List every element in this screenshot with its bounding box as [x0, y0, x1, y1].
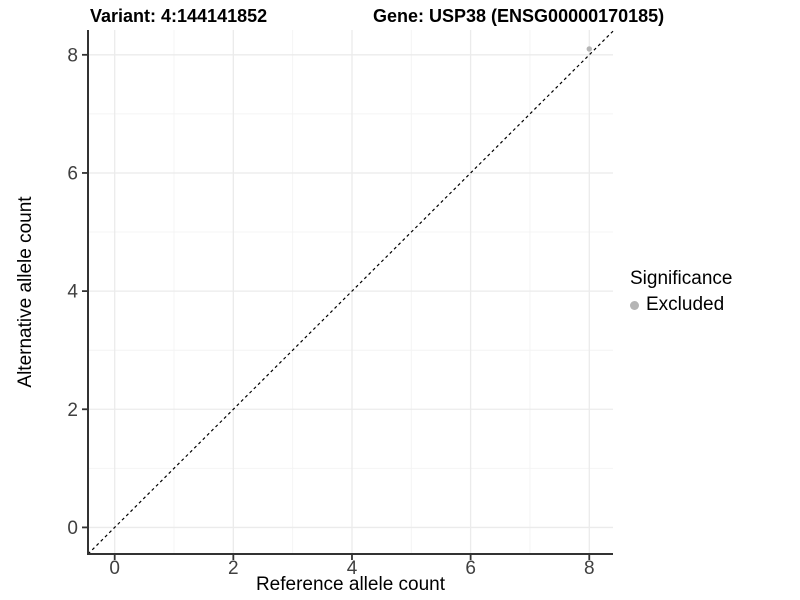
x-tick-label: 4 [347, 558, 358, 579]
y-axis-title: Alternative allele count [15, 196, 36, 388]
data-point-excluded [586, 46, 592, 52]
y-tick-label: 8 [67, 45, 78, 66]
y-tick-label: 0 [67, 518, 78, 539]
identity-line [87, 30, 614, 555]
x-tick-label: 2 [228, 558, 239, 579]
legend-title: Significance [630, 268, 733, 289]
legend: Significance Excluded [630, 268, 732, 316]
x-tick-label: 0 [109, 558, 120, 579]
y-tick-label: 2 [67, 400, 78, 421]
y-tick-label: 6 [67, 163, 78, 184]
legend-item-excluded: Excluded [630, 294, 732, 316]
plot-title-gene: Gene: USP38 (ENSG00000170185) [373, 6, 665, 26]
plot-title-variant: Variant: 4:144141852 [90, 6, 268, 26]
y-tick-label: 4 [67, 282, 78, 303]
legend-point-icon [630, 300, 639, 310]
x-tick-label: 8 [584, 558, 595, 579]
x-tick-label: 6 [465, 558, 476, 579]
x-axis-title: Reference allele count [255, 574, 446, 595]
legend-item-label: Excluded [646, 294, 725, 315]
